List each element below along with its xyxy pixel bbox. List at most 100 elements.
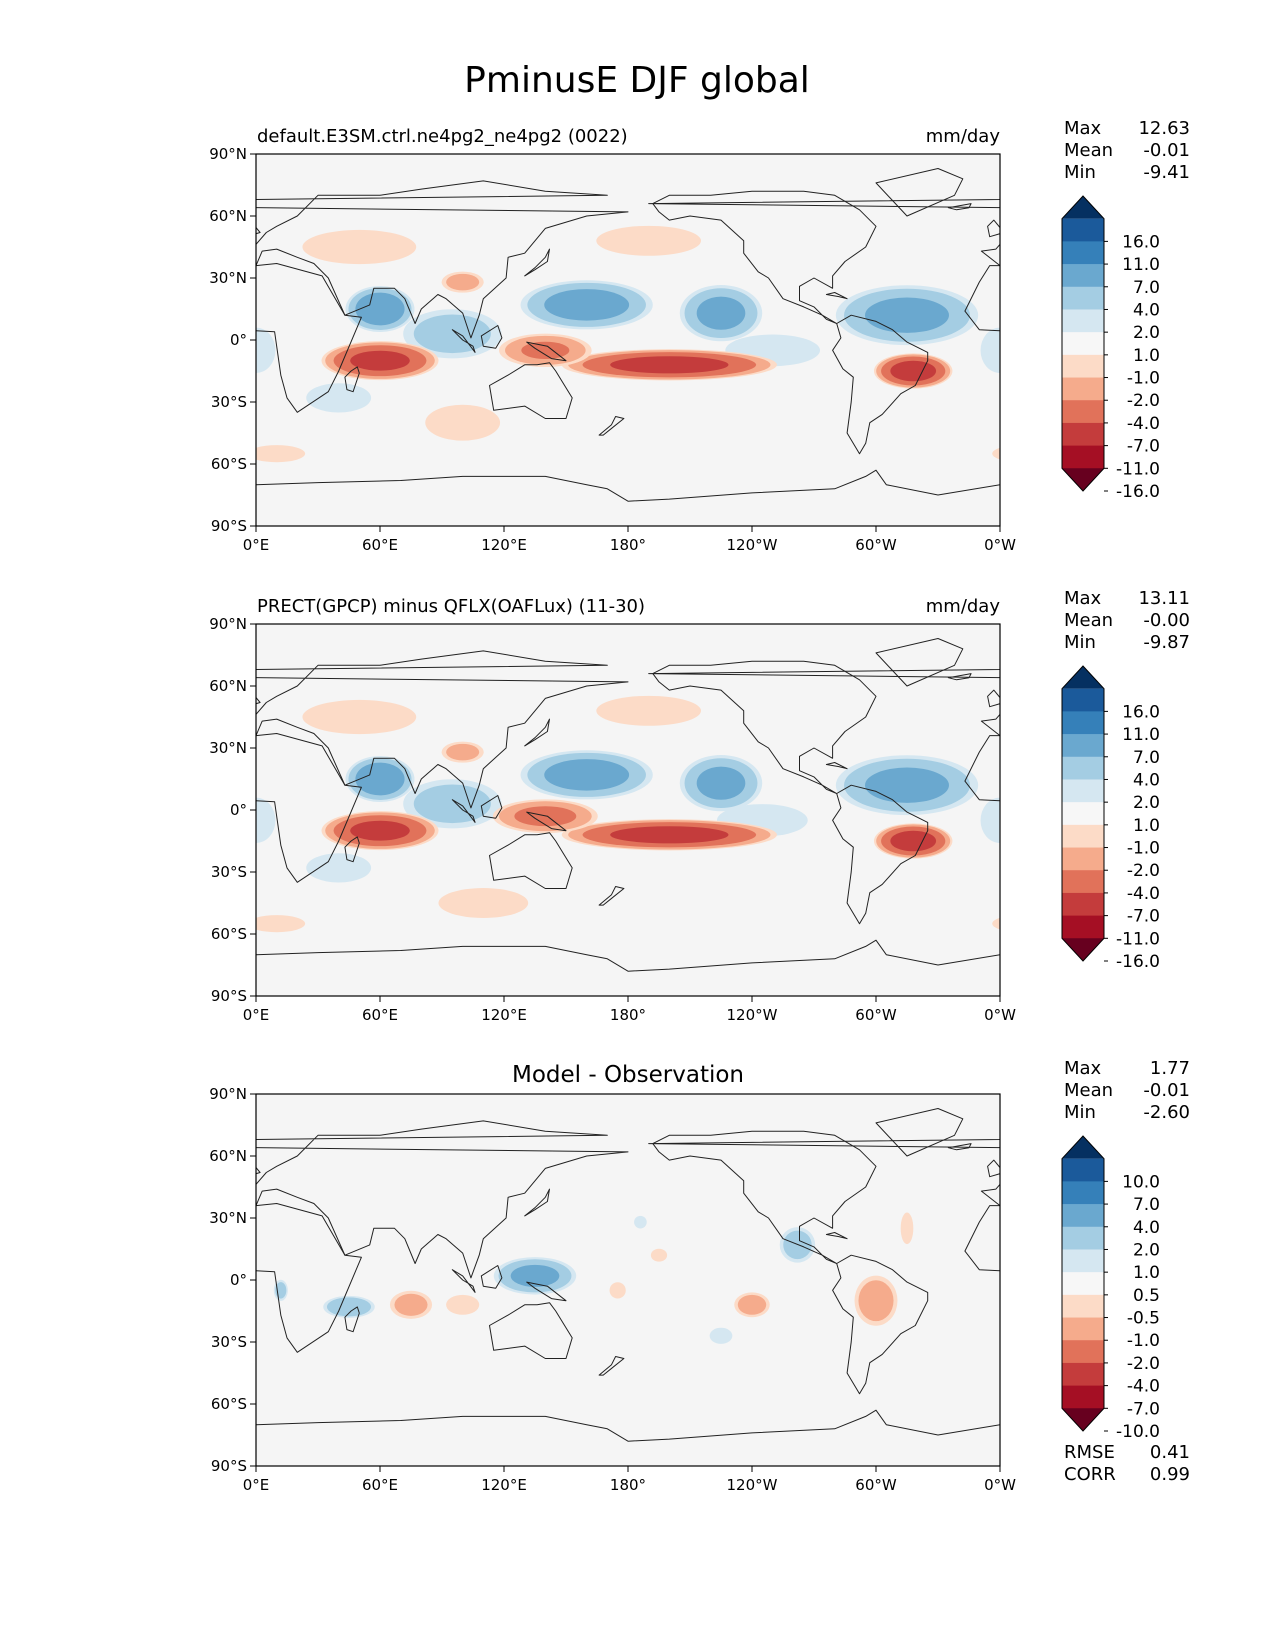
x-tick-label: 120°W: [727, 1006, 778, 1024]
colorbar-extend-top: [1062, 1136, 1104, 1159]
panel-units-label: mm/day: [926, 596, 1001, 617]
colorbar-segment: [1062, 892, 1104, 917]
field-anomaly: [561, 819, 777, 851]
field-anomaly: [441, 741, 484, 763]
y-tick-label: 90°N: [209, 615, 247, 633]
colorbar: 10.0 7.0 4.02.0 1.0 0.5 -0.5-1.0 -2.0 -4.0-7.0 -…: [1061, 1135, 1160, 1442]
x-tick-label: 60°W: [855, 1006, 897, 1024]
colorbar-label: -11.0: [1116, 459, 1160, 479]
colorbar: 16.0 11.0 7.04.0 2.0 1.0 -1.0-2.0 -4.0 -7.0-11.…: [1061, 195, 1160, 502]
colorbar-label: 16.0: [1122, 232, 1160, 252]
colorbar-segment: [1062, 286, 1104, 310]
colorbar-label: 2.0: [1133, 323, 1160, 343]
colorbar-segment: [1062, 241, 1104, 265]
field-anomaly: [835, 755, 979, 816]
y-tick-label: 90°S: [211, 1457, 247, 1475]
colorbar-segment: [1062, 1158, 1104, 1182]
colorbar-label: -4.0: [1127, 884, 1160, 904]
field-anomaly: [256, 327, 1000, 374]
field-anomaly: [321, 341, 439, 381]
y-tick-label: 0°: [230, 1271, 247, 1289]
colorbar-label: -16.0: [1116, 952, 1160, 972]
field-anomaly: [446, 1294, 480, 1315]
colorbar-label: 16.0: [1122, 702, 1160, 722]
field-anomaly: [302, 229, 417, 265]
colorbar-label: 10.0: [1122, 1172, 1160, 1192]
map-panel-2: PRECT(GPCP) minus QFLX(OAFLux) (11-30) mm…: [209, 588, 1190, 1024]
field-anomaly: [345, 756, 415, 802]
colorbar-segment: [1062, 734, 1104, 758]
colorbar-segment: [1062, 1226, 1104, 1250]
colorbar-segment: [1062, 870, 1104, 894]
stat-value-max: 12.63: [1138, 118, 1190, 139]
x-tick-label: 0°W: [984, 536, 1016, 554]
panel-left-title: default.E3SM.ctrl.ne4pg2_ne4pg2 (0022): [257, 126, 628, 147]
colorbar-label: -7.0: [1127, 907, 1160, 927]
field-anomaly: [520, 750, 653, 800]
field-anomaly: [425, 404, 501, 441]
colorbar-label: 4.0: [1133, 300, 1160, 320]
field-anomaly: [256, 915, 1000, 933]
field-anomaly: [835, 285, 979, 346]
colorbar-label: -2.0: [1127, 1354, 1160, 1374]
field-anomaly: [709, 1327, 733, 1344]
stat-label-max: Max: [1064, 588, 1102, 609]
colorbar-segment: [1062, 688, 1104, 712]
colorbar-label: 4.0: [1133, 1218, 1160, 1238]
colorbar-segment: [1062, 218, 1104, 242]
colorbar-segment: [1062, 354, 1104, 379]
colorbar-segment: [1062, 1385, 1104, 1409]
y-tick-label: 30°S: [211, 863, 247, 881]
colorbar-label: 11.0: [1122, 725, 1160, 745]
stat-value-mean: -0.01: [1143, 1080, 1190, 1101]
colorbar-segment: [1062, 779, 1104, 803]
colorbar-label: -7.0: [1127, 1399, 1160, 1419]
y-tick-label: 90°N: [209, 1085, 247, 1103]
stat-label-max: Max: [1064, 118, 1102, 139]
stat-value-min: -2.60: [1143, 1102, 1190, 1123]
colorbar-label: 11.0: [1122, 255, 1160, 275]
stat-value-max: 13.11: [1138, 588, 1190, 609]
colorbar-segment: [1062, 264, 1104, 288]
field-anomaly: [499, 333, 592, 368]
panel-units-label: mm/day: [926, 126, 1001, 147]
colorbar-segment: [1062, 1204, 1104, 1228]
map-panel-1: default.E3SM.ctrl.ne4pg2_ne4pg2 (0022) mm…: [209, 118, 1190, 554]
field-anomaly: [321, 811, 439, 851]
field-anomaly: [302, 699, 417, 735]
y-tick-label: 60°N: [209, 677, 247, 695]
stat-value-max: 1.77: [1150, 1058, 1190, 1079]
colorbar-label: -2.0: [1127, 391, 1160, 411]
colorbar-label: -4.0: [1127, 1377, 1160, 1397]
x-tick-label: 180°: [610, 1476, 646, 1494]
field-anomaly: [438, 888, 529, 918]
y-tick-label: 60°S: [211, 455, 247, 473]
x-tick-label: 180°: [610, 1006, 646, 1024]
y-tick-label: 60°N: [209, 207, 247, 225]
y-tick-label: 60°N: [209, 1147, 247, 1165]
colorbar-label: 0.5: [1133, 1286, 1160, 1306]
colorbar-segment: [1062, 422, 1104, 447]
colorbar-label: 2.0: [1133, 793, 1160, 813]
colorbar-label: 7.0: [1133, 1195, 1160, 1215]
x-tick-label: 0°W: [984, 1476, 1016, 1494]
x-tick-label: 0°E: [243, 1006, 270, 1024]
stat-label-mean: Mean: [1064, 1080, 1113, 1101]
colorbar-extend-top: [1062, 196, 1104, 219]
colorbar: 16.0 11.0 7.04.0 2.0 1.0 -1.0-2.0 -4.0 -7.0-11.…: [1061, 665, 1160, 972]
x-tick-label: 0°W: [984, 1006, 1016, 1024]
field-anomaly: [389, 1290, 433, 1319]
x-tick-label: 60°E: [362, 1476, 398, 1494]
colorbar-extend-top: [1062, 666, 1104, 689]
y-tick-label: 0°: [230, 331, 247, 349]
colorbar-segment: [1062, 1317, 1104, 1341]
field-anomaly: [854, 1275, 898, 1326]
colorbar-segment: [1062, 1340, 1104, 1364]
colorbar-label: 4.0: [1133, 770, 1160, 790]
x-tick-label: 60°E: [362, 1006, 398, 1024]
colorbar-segment: [1062, 756, 1104, 780]
colorbar-label: -0.5: [1127, 1309, 1160, 1329]
x-tick-label: 60°W: [855, 536, 897, 554]
field-anomaly: [873, 823, 953, 859]
colorbar-label: -1.0: [1127, 369, 1160, 389]
